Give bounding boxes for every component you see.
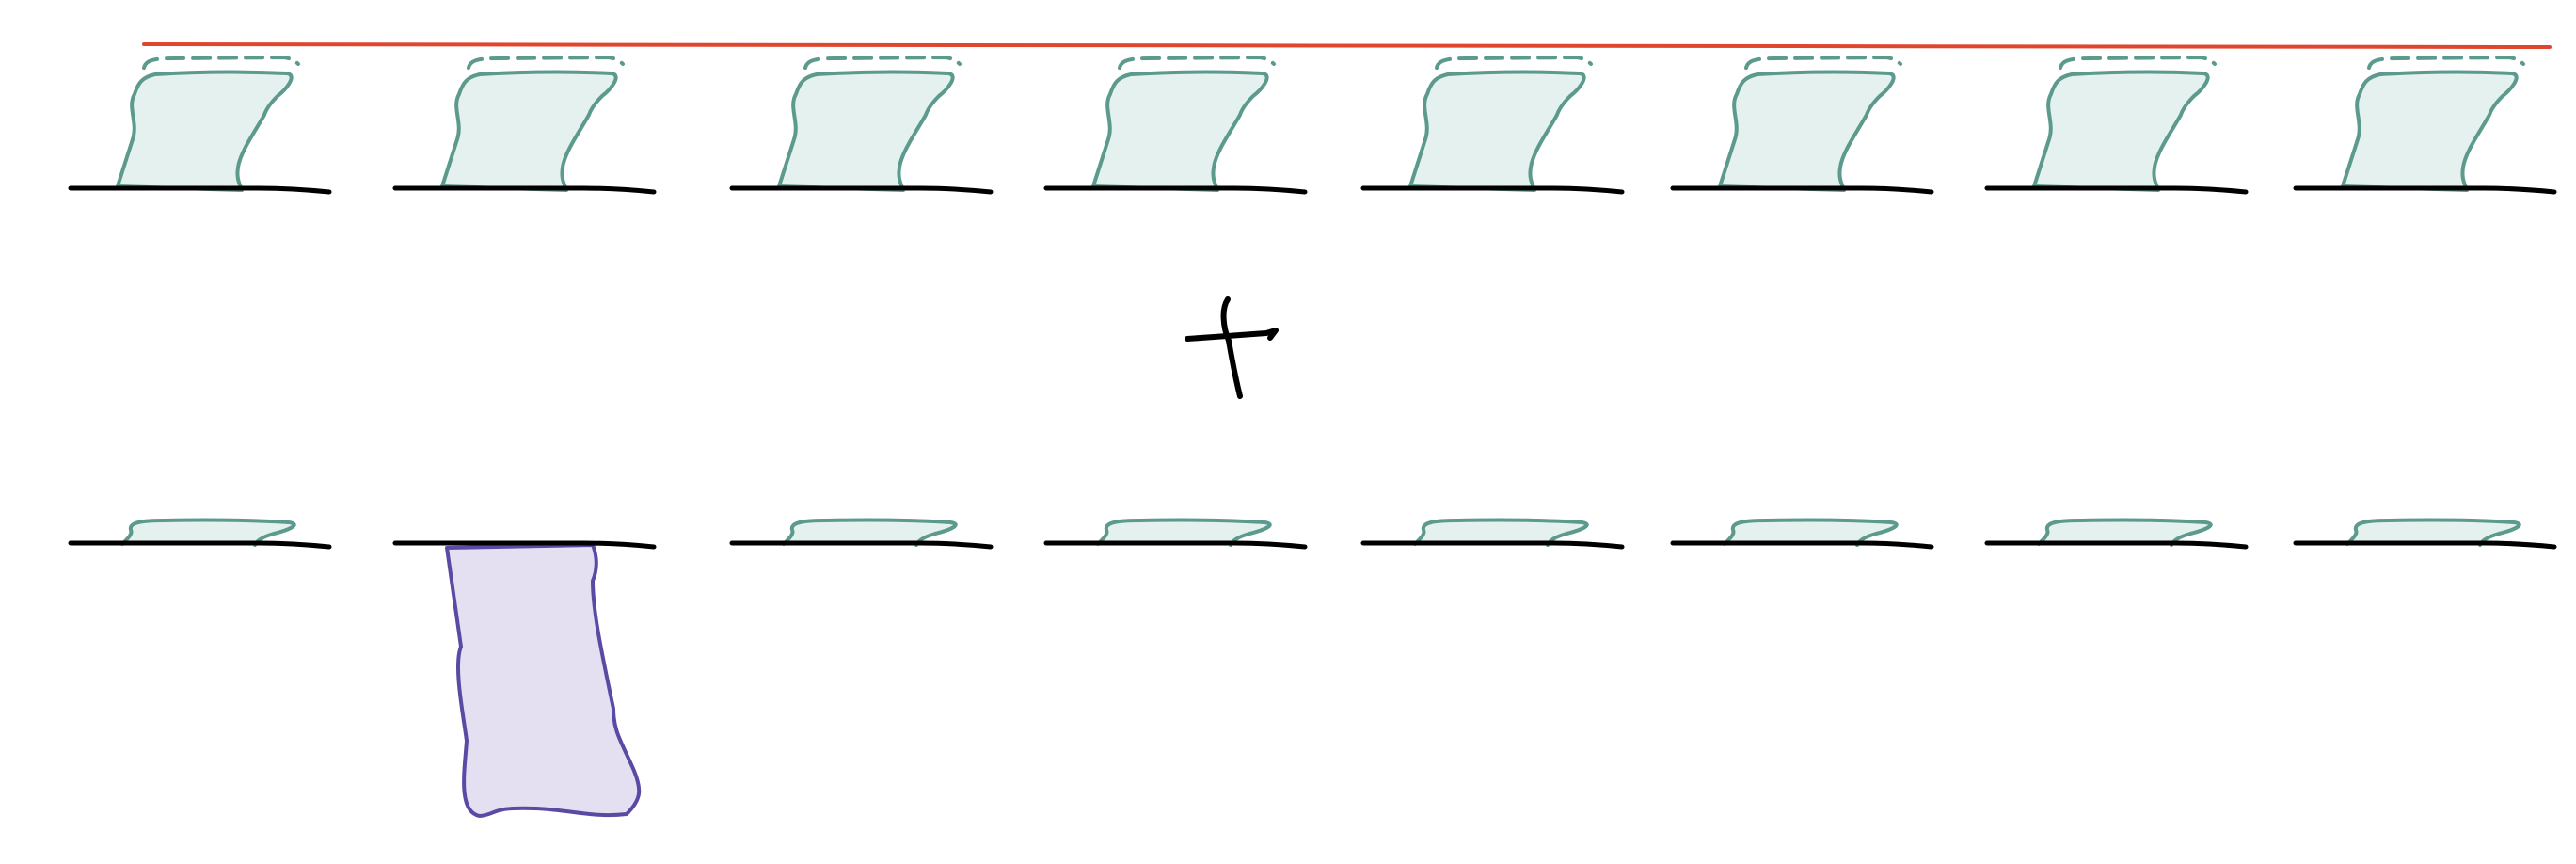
handwritten-plus-icon — [1185, 296, 1279, 399]
baseline — [68, 185, 332, 195]
cup-rim-dashed — [1435, 55, 1593, 70]
cup-body — [777, 70, 955, 192]
cup-body — [116, 70, 294, 192]
bottom-cell — [1670, 518, 1934, 550]
baseline — [2293, 540, 2557, 550]
baseline — [392, 185, 657, 195]
top-row — [68, 55, 2557, 195]
baseline — [1360, 540, 1625, 550]
teal-flat-cup — [782, 518, 958, 547]
cup-body — [440, 70, 618, 192]
plus-horizontal-stroke — [1185, 328, 1279, 342]
bottom-cell — [1360, 518, 1625, 550]
cup-body — [2341, 70, 2519, 192]
bottom-cell — [1043, 518, 1308, 550]
teal-flat-cup — [2037, 518, 2213, 547]
top-cell — [1043, 55, 1308, 195]
purple-hanging-cup — [445, 543, 642, 818]
bottom-cell — [729, 518, 994, 550]
top-cell — [68, 55, 332, 195]
plus-vertical-stroke — [1220, 296, 1243, 399]
cup-body — [1718, 70, 1896, 192]
teal-flat-cup — [120, 518, 296, 547]
top-cell — [729, 55, 994, 195]
cup-body — [1408, 70, 1586, 192]
teal-flat-cup — [1413, 518, 1589, 547]
baseline — [392, 540, 657, 550]
top-cell — [1360, 55, 1625, 195]
baseline — [1043, 540, 1308, 550]
baseline — [729, 540, 994, 550]
baseline — [1670, 185, 1934, 195]
teal-flat-cup — [1723, 518, 1899, 547]
baseline — [1984, 185, 2249, 195]
cup-rim-dashed — [2367, 55, 2525, 70]
baseline — [1360, 185, 1625, 195]
teal-flat-cup — [1096, 518, 1272, 547]
cup-rim-dashed — [1744, 55, 1902, 70]
bottom-cell — [1984, 518, 2249, 550]
baseline — [2293, 185, 2557, 195]
cup-rim-dashed — [467, 55, 625, 70]
bottom-row — [68, 518, 2557, 818]
bottom-cell — [68, 518, 332, 550]
cup-rim-dashed — [803, 55, 962, 70]
top-cell — [392, 55, 657, 195]
cup-rim-dashed — [2059, 55, 2217, 70]
cup-rim-dashed — [142, 55, 300, 70]
teal-flat-cup — [2345, 518, 2521, 547]
top-cell — [1670, 55, 1934, 195]
baseline — [68, 540, 332, 550]
cup-rim-dashed — [1118, 55, 1276, 70]
cup-body — [1091, 70, 1269, 192]
baseline — [1984, 540, 2249, 550]
baseline — [729, 185, 994, 195]
top-cell — [2293, 55, 2557, 195]
baseline — [1670, 540, 1934, 550]
red-top-line — [142, 42, 2552, 49]
cup-body — [2032, 70, 2210, 192]
top-cell — [1984, 55, 2249, 195]
bottom-cell — [2293, 518, 2557, 550]
bottom-cell — [392, 540, 657, 818]
baseline — [1043, 185, 1308, 195]
